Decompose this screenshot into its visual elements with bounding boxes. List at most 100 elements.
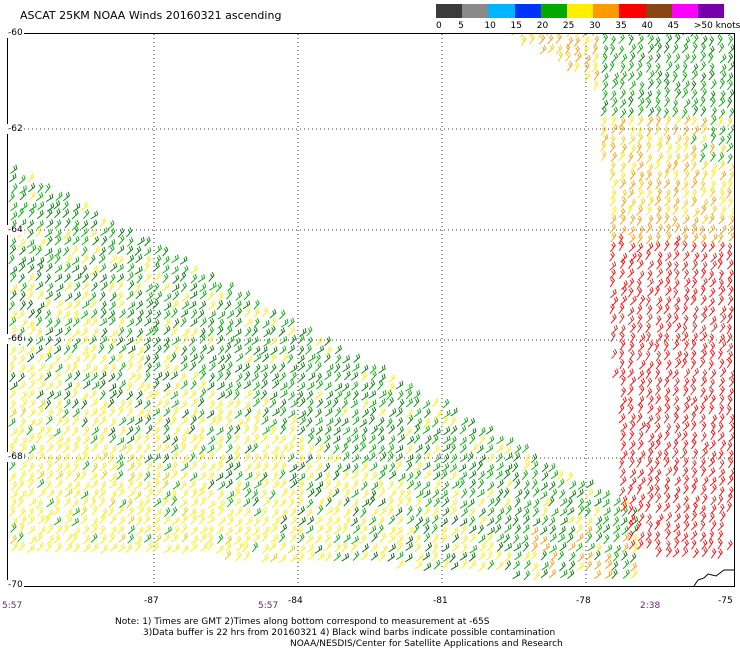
- wind-barb: [700, 466, 707, 477]
- wind-barb: [251, 336, 259, 346]
- wind-barb: [559, 497, 568, 507]
- wind-barb: [459, 425, 467, 435]
- wind-barb: [82, 543, 91, 553]
- wind-barb: [387, 451, 394, 462]
- wind-barb: [618, 486, 626, 497]
- wind-barb: [73, 435, 81, 445]
- wind-barb: [609, 268, 616, 279]
- wind-barb: [585, 517, 593, 527]
- wind-barb: [557, 470, 564, 480]
- wind-barb: [89, 335, 97, 345]
- wind-barb: [279, 372, 286, 382]
- wind-barb: [54, 247, 62, 257]
- wind-barb: [683, 474, 690, 486]
- wind-barb: [26, 282, 35, 291]
- wind-barb: [683, 340, 689, 351]
- wind-barb: [622, 559, 630, 570]
- wind-barb: [279, 309, 286, 320]
- wind-barb: [224, 369, 231, 381]
- wind-barb: [610, 331, 616, 343]
- wind-barb: [566, 34, 570, 37]
- wind-barb: [279, 382, 288, 391]
- wind-barb: [54, 273, 63, 283]
- wind-barb: [341, 406, 348, 417]
- wind-barb: [27, 389, 35, 399]
- wind-barb: [198, 514, 206, 525]
- wind-barb: [278, 434, 286, 444]
- wind-barb: [315, 471, 323, 481]
- wind-barb: [378, 444, 385, 455]
- wind-barb: [586, 479, 594, 489]
- wind-barb: [62, 416, 70, 427]
- wind-barb: [127, 524, 135, 535]
- wind-barb: [512, 560, 520, 570]
- wind-barb: [682, 62, 688, 73]
- wind-barb: [692, 313, 698, 324]
- wind-barb: [207, 381, 215, 391]
- wind-barb: [73, 291, 81, 301]
- wind-barb: [198, 379, 206, 390]
- wind-barb: [261, 451, 268, 462]
- wind-barb: [682, 439, 689, 450]
- wind-barb: [154, 310, 162, 320]
- wind-barb: [645, 98, 652, 109]
- wind-barb: [468, 427, 477, 437]
- wind-barb: [505, 479, 513, 489]
- wind-barb: [708, 306, 716, 317]
- wind-barb: [442, 453, 450, 464]
- wind-barb: [225, 541, 232, 552]
- wind-barb: [262, 306, 269, 317]
- wind-barb: [719, 475, 726, 486]
- wind-barb: [92, 488, 99, 499]
- wind-barb: [234, 363, 243, 373]
- wind-barb: [63, 398, 71, 409]
- wind-barb: [540, 568, 548, 579]
- wind-barb: [717, 232, 724, 244]
- wind-barb: [728, 486, 734, 497]
- wind-barb: [665, 312, 672, 323]
- wind-barb: [637, 395, 645, 406]
- wind-barb: [190, 327, 198, 337]
- wind-barb: [46, 362, 54, 372]
- wind-barb: [152, 389, 160, 399]
- wind-barb: [664, 277, 671, 288]
- wind-barb: [116, 263, 124, 273]
- wind-barb: [657, 141, 663, 153]
- wind-barb: [19, 515, 27, 526]
- wind-barb: [171, 307, 178, 318]
- wind-barb: [674, 431, 682, 442]
- wind-barb: [91, 453, 100, 462]
- wind-barb: [190, 353, 198, 363]
- wind-barb: [306, 481, 314, 491]
- wind-barb: [531, 460, 539, 471]
- wind-barb: [629, 161, 637, 172]
- wind-barb: [648, 440, 655, 451]
- wind-barb: [379, 506, 387, 516]
- wind-barb: [681, 233, 689, 244]
- wind-barb: [252, 433, 260, 444]
- wind-barb: [557, 533, 565, 543]
- wind-barb: [182, 427, 190, 437]
- wind-barb: [645, 313, 653, 324]
- wind-barb: [199, 387, 207, 398]
- wind-barb: [648, 432, 655, 443]
- wind-barb: [10, 516, 18, 526]
- wind-barb: [601, 63, 608, 74]
- wind-barb: [532, 571, 540, 581]
- wind-barb: [665, 34, 669, 37]
- wind-barb: [550, 470, 559, 480]
- wind-barb: [28, 408, 36, 418]
- wind-barb: [199, 496, 206, 507]
- wind-barb: [700, 512, 707, 523]
- wind-barb: [609, 196, 616, 207]
- wind-barb: [709, 315, 717, 326]
- wind-barb: [188, 336, 196, 347]
- wind-barb: [8, 506, 16, 517]
- wind-barb: [197, 353, 205, 364]
- wind-barb: [727, 449, 734, 460]
- wind-barb: [126, 360, 134, 371]
- wind-barb: [82, 372, 90, 382]
- wind-barb: [45, 291, 53, 300]
- wind-barb: [530, 526, 539, 536]
- wind-barb: [243, 290, 251, 301]
